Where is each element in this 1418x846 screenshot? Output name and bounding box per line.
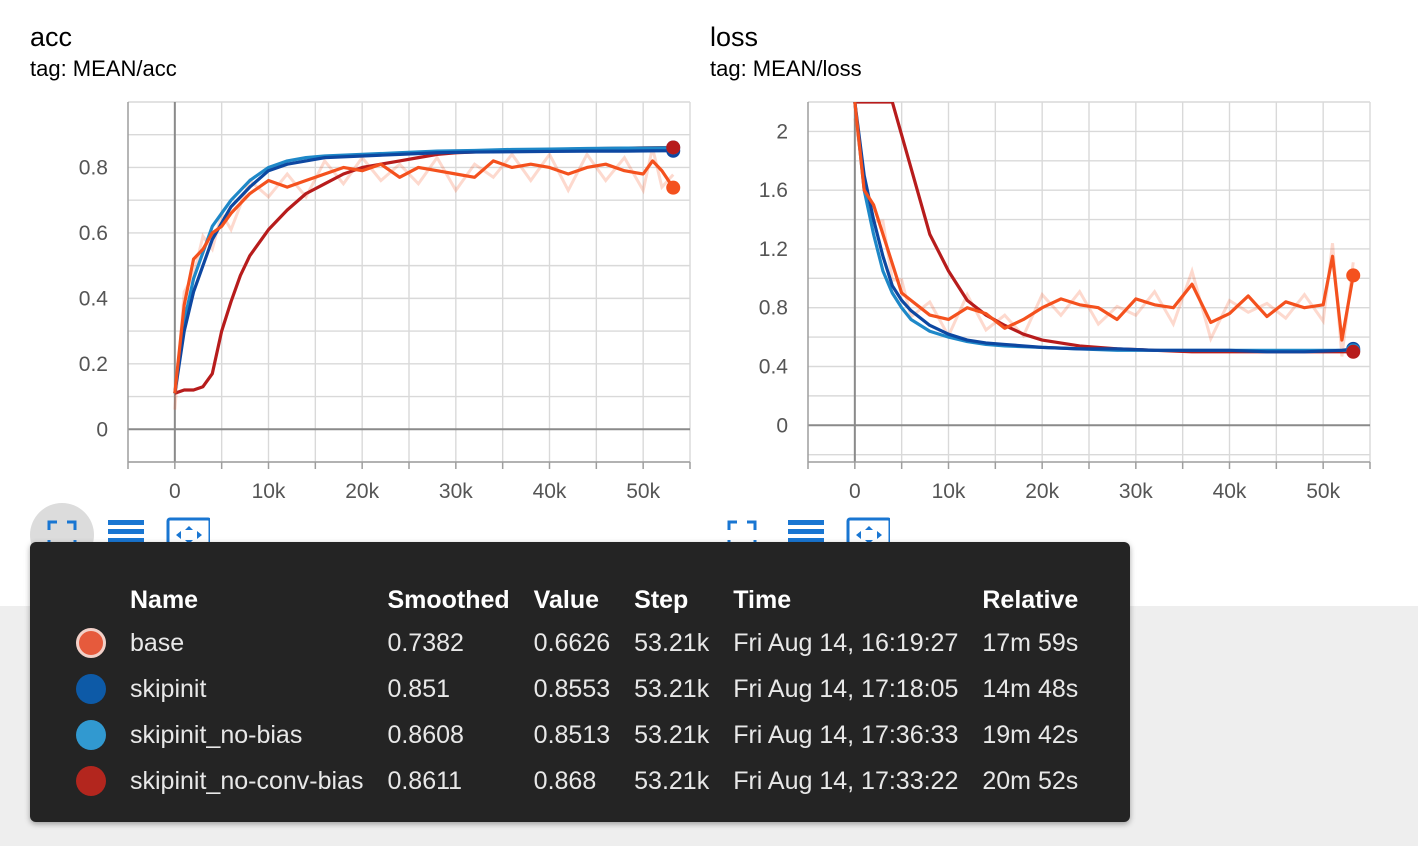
x-tick-label: 50k [626, 480, 660, 503]
y-tick-label: 0.4 [759, 355, 789, 378]
x-tick-label: 40k [1213, 480, 1247, 503]
smoothed-value: 0.851 [387, 674, 451, 703]
series-end-marker [666, 180, 681, 195]
raw-value: 0.8553 [533, 674, 611, 703]
chart-title: acc [30, 22, 73, 52]
run-name: skipinit_no-conv-bias [130, 766, 364, 795]
smoothed-value: 0.8608 [387, 720, 464, 749]
expand-chart-button[interactable] [720, 513, 764, 557]
y-tick-label: 1.2 [759, 238, 788, 261]
run-color-swatch [76, 620, 130, 666]
series-line [173, 159, 675, 394]
run-color-swatch [76, 712, 130, 758]
data-tooltip: Name Smoothed Value Step Time Relative b… [30, 542, 1130, 822]
expand-chart-button[interactable] [40, 513, 84, 557]
tooltip-table: Name Smoothed Value Step Time Relative b… [76, 580, 1102, 804]
run-name: skipinit [130, 674, 207, 703]
run-color-swatch [76, 666, 130, 712]
run-color-dot [76, 720, 106, 751]
header-smoothed: Smoothed [387, 585, 510, 614]
relative-value: 14m 48s [982, 674, 1079, 703]
y-tick-label: 0 [776, 414, 788, 437]
x-tick-label: 30k [1119, 480, 1153, 503]
x-tick-label: 0 [849, 480, 861, 503]
header-step: Step [634, 585, 689, 614]
loss-chart[interactable]: 0 10k 20k 30k 40k 50k 0 0.4 0.8 1.2 1.6 2 [0, 0, 1400, 510]
time-value: Fri Aug 14, 16:19:27 [733, 628, 959, 657]
y-tick-label: 1.6 [759, 179, 788, 202]
run-name: skipinit_no-bias [130, 720, 303, 749]
series-line [853, 102, 1354, 354]
fullscreen-icon [47, 520, 77, 550]
x-tick-label: 40k [533, 480, 567, 503]
y-tick-label: 0.8 [79, 156, 108, 179]
step-value: 53.21k [634, 766, 710, 795]
relative-value: 20m 52s [982, 766, 1079, 795]
chart-card-acc: acc tag: MEAN/acc [30, 0, 730, 560]
x-tick-label: 20k [1025, 480, 1059, 503]
x-tick-label: 50k [1306, 480, 1340, 503]
time-value: Fri Aug 14, 17:36:33 [733, 720, 959, 749]
x-tick-label: 0 [169, 480, 181, 503]
series-end-marker [1346, 344, 1361, 359]
run-color-dot [76, 674, 106, 705]
series-line [853, 102, 1355, 342]
header-time: Time [733, 585, 792, 614]
step-value: 53.21k [634, 720, 710, 749]
relative-value: 17m 59s [982, 628, 1079, 657]
acc-chart[interactable]: 0 10k 20k 30k 40k 50k 0 0.2 0.4 0.6 0.8 [0, 0, 700, 510]
run-name: base [130, 628, 185, 657]
step-value: 53.21k [634, 674, 710, 703]
header-name: Name [130, 585, 199, 614]
x-tick-label: 10k [932, 480, 966, 503]
tooltip-row: skipinit_no-conv-bias 0.8611 0.868 53.21… [76, 758, 1102, 804]
smoothed-value: 0.8611 [387, 766, 463, 795]
tooltip-row: skipinit_no-bias 0.8608 0.8513 53.21k Fr… [76, 712, 1102, 758]
y-tick-label: 2 [776, 120, 788, 143]
series-line [173, 145, 674, 394]
time-value: Fri Aug 14, 17:18:05 [733, 674, 959, 703]
chart-tag: tag: MEAN/acc [30, 56, 177, 81]
time-value: Fri Aug 14, 17:33:22 [733, 766, 959, 795]
series-end-marker [1346, 268, 1361, 283]
y-tick-label: 0.6 [79, 222, 108, 245]
raw-value: 0.6626 [533, 628, 611, 657]
tooltip-header-row: Name Smoothed Value Step Time Relative [76, 580, 1102, 620]
x-tick-label: 20k [345, 480, 379, 503]
smoothed-value: 0.7382 [387, 628, 464, 657]
y-tick-label: 0.2 [79, 353, 108, 376]
chart-title: loss [710, 22, 759, 52]
x-tick-label: 30k [439, 480, 473, 503]
relative-value: 19m 42s [982, 720, 1079, 749]
fullscreen-icon [727, 520, 757, 550]
tooltip-row: base 0.7382 0.6626 53.21k Fri Aug 14, 16… [76, 620, 1102, 666]
tooltip-row: skipinit 0.851 0.8553 53.21k Fri Aug 14,… [76, 666, 1102, 712]
header-value: Value [533, 585, 599, 614]
x-tick-label: 10k [252, 480, 286, 503]
run-color-dot [76, 628, 106, 659]
run-color-dot [76, 766, 106, 797]
chart-tag: tag: MEAN/loss [710, 56, 862, 81]
run-color-swatch [76, 758, 130, 804]
raw-value: 0.8513 [533, 720, 611, 749]
plot-area [173, 145, 675, 410]
raw-value: 0.868 [533, 766, 597, 795]
series-end-marker [666, 140, 681, 155]
chart-card-loss: loss tag: MEAN/loss [710, 0, 1410, 560]
header-swatch [76, 580, 130, 620]
y-tick-label: 0.4 [79, 287, 109, 310]
plot-area [853, 102, 1355, 357]
step-value: 53.21k [634, 628, 710, 657]
series-line [173, 149, 674, 394]
header-relative: Relative [982, 585, 1079, 614]
y-tick-label: 0.8 [759, 297, 788, 320]
series-raw-line [853, 118, 1355, 357]
y-tick-label: 0 [96, 418, 108, 441]
